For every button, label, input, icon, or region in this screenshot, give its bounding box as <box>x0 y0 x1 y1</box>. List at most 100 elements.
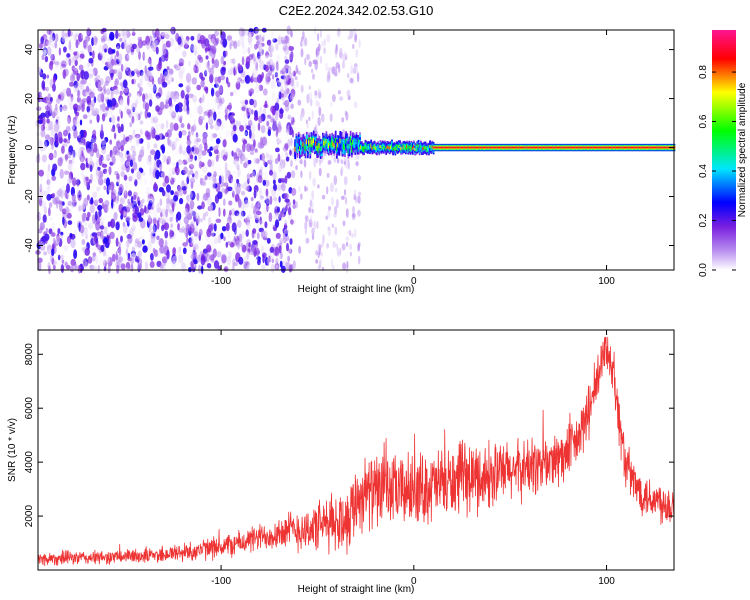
heatmap-cell <box>218 98 223 107</box>
heatmap-cell <box>260 230 266 239</box>
heatmap-cell <box>664 146 667 149</box>
heatmap-cell <box>422 147 425 151</box>
heatmap-cell <box>306 53 311 62</box>
heatmap-cell <box>59 88 64 94</box>
heatmap-cell <box>165 132 169 138</box>
heatmap-cell <box>231 150 234 157</box>
heatmap-cell <box>253 57 256 62</box>
heatmap-cell <box>236 167 241 178</box>
heatmap-cell <box>568 146 571 149</box>
heatmap-cell <box>209 146 214 151</box>
heatmap-cell <box>303 143 306 149</box>
heatmap-cell <box>239 34 245 44</box>
heatmap-cell <box>258 42 263 52</box>
snr-x-axis-label: Height of straight line (km) <box>298 584 415 595</box>
heatmap-cell <box>46 102 52 111</box>
heatmap-cell <box>130 168 135 174</box>
heatmap-cell <box>270 255 275 263</box>
heatmap-cell <box>75 86 79 92</box>
heatmap-cell <box>55 119 59 125</box>
heatmap-cell <box>257 257 261 263</box>
heatmap-cell <box>49 96 53 102</box>
heatmap-cell <box>196 192 200 201</box>
heatmap-cell <box>582 146 585 149</box>
heatmap-cell <box>448 146 450 149</box>
heatmap-cell <box>215 138 221 145</box>
heatmap-cell <box>228 102 232 112</box>
heatmap-cell <box>236 213 240 219</box>
heatmap-cell <box>167 192 170 203</box>
heatmap-cell <box>667 146 670 149</box>
heatmap-cell <box>88 157 93 164</box>
heatmap-cell <box>209 73 214 84</box>
heatmap-cell <box>288 248 293 254</box>
heatmap-cell <box>122 210 126 216</box>
heatmap-cell <box>345 236 350 241</box>
heatmap-cell <box>288 45 295 52</box>
heatmap-cell <box>607 146 610 149</box>
heatmap-cell <box>244 199 250 208</box>
heatmap-cell <box>238 198 242 208</box>
heatmap-cell <box>268 212 273 223</box>
heatmap-cell <box>61 185 66 193</box>
heatmap-cell <box>63 138 68 143</box>
heatmap-cell <box>45 124 51 131</box>
heatmap-cell <box>91 265 97 271</box>
heatmap-cell <box>271 74 275 80</box>
heatmap-cell <box>261 36 265 42</box>
heatmap-cell <box>351 145 353 151</box>
heatmap-cell <box>338 64 341 74</box>
heatmap-cell <box>74 33 78 38</box>
heatmap-cell <box>497 146 500 149</box>
heatmap-cell <box>78 64 84 71</box>
heatmap-cell <box>92 67 98 77</box>
heatmap-cell <box>123 87 128 94</box>
heatmap-cell <box>356 142 359 148</box>
heatmap-cell <box>271 62 276 68</box>
heatmap-cell <box>447 146 449 149</box>
heatmap-cell <box>89 119 93 124</box>
heatmap-cell <box>267 129 271 137</box>
heatmap-cell <box>194 105 199 114</box>
heatmap-cell <box>67 96 73 107</box>
heatmap-cell <box>56 97 61 104</box>
heatmap-cell <box>538 146 541 149</box>
heatmap-cell <box>283 91 288 98</box>
heatmap-cell <box>341 117 345 123</box>
heatmap-cell <box>593 146 596 149</box>
heatmap-cell <box>162 155 167 163</box>
heatmap-cell <box>141 198 145 203</box>
heatmap-cell <box>71 57 74 66</box>
heatmap-cell <box>201 150 207 156</box>
heatmap-cell <box>257 74 263 84</box>
heatmap-cell <box>211 57 215 64</box>
heatmap-cell <box>561 146 564 149</box>
heatmap-cell <box>158 77 163 85</box>
heatmap-cell <box>259 243 263 252</box>
heatmap-cell <box>62 216 65 226</box>
heatmap-cell <box>178 160 185 169</box>
heatmap-cell <box>193 56 198 64</box>
heatmap-cell <box>378 147 381 151</box>
heatmap-cell <box>608 146 611 149</box>
heatmap-cell <box>209 52 214 59</box>
heatmap-cell <box>103 226 108 235</box>
heatmap-cell <box>487 146 490 149</box>
heatmap-cell <box>480 146 483 149</box>
heatmap-cell <box>315 250 319 256</box>
heatmap-cell <box>147 202 152 211</box>
heatmap-cell <box>105 106 109 111</box>
heatmap-cell <box>188 237 193 244</box>
heatmap-cell <box>150 149 156 156</box>
heatmap-cell <box>199 218 203 223</box>
heatmap-cell <box>440 146 442 149</box>
heatmap-cell <box>249 173 253 178</box>
heatmap-cell <box>179 115 183 121</box>
heatmap-cell <box>57 39 61 47</box>
heatmap-cell <box>192 94 197 103</box>
heatmap-cell <box>604 146 606 149</box>
colorbar-ticks: 0.00.20.40.60.8 <box>698 65 736 277</box>
heatmap-cell <box>255 158 260 164</box>
heatmap-cell <box>240 242 244 248</box>
